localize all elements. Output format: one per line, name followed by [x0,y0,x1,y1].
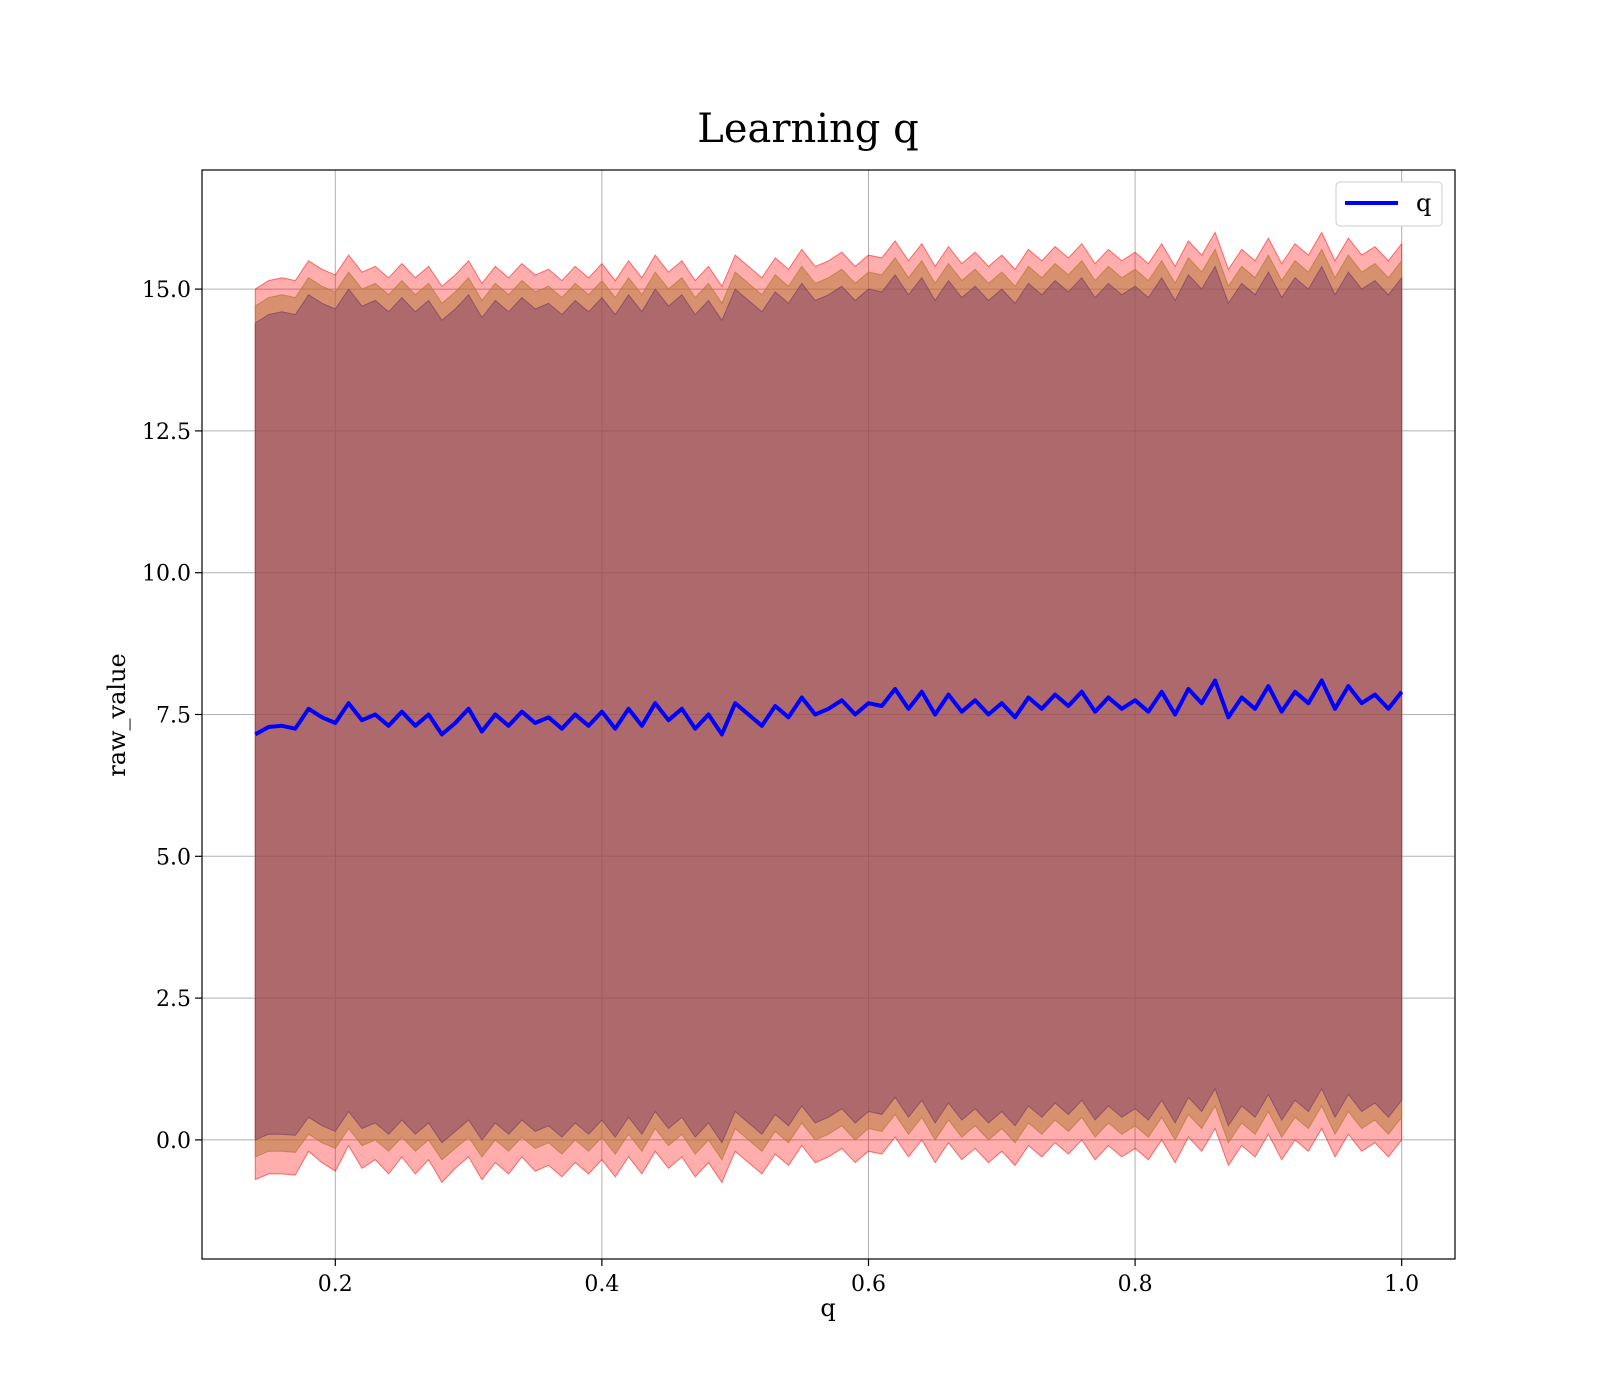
y-axis-label: raw_value [103,653,131,777]
x-tick-label: 0.8 [1118,1272,1153,1297]
x-axis-label: q [820,1294,835,1322]
x-ticks: 0.2 0.4 0.6 0.8 1.0 [318,1259,1419,1297]
x-tick-label: 0.2 [318,1272,353,1297]
x-tick-label: 0.6 [851,1272,886,1297]
y-ticks: 0.0 2.5 5.0 7.5 10.0 12.5 15.0 [142,278,202,1154]
confidence-bands [254,231,1403,1184]
y-tick-label: 10.0 [142,562,191,587]
series-lines [254,678,1404,737]
x-tick-label: 1.0 [1384,1272,1419,1297]
band-2 [254,265,1403,1144]
y-tick-label: 7.5 [156,704,191,729]
legend-label-q: q [1416,189,1431,217]
x-tick-label: 0.4 [584,1272,619,1297]
y-tick-label: 5.0 [156,845,191,870]
band-1 [254,248,1403,1161]
series-line-q [254,678,1404,737]
y-tick-label: 2.5 [156,987,191,1012]
legend: q [1335,181,1443,227]
y-tick-label: 12.5 [142,420,191,445]
chart-title: Learning q [697,106,918,152]
y-tick-label: 0.0 [156,1129,191,1154]
y-tick-label: 15.0 [142,278,191,303]
